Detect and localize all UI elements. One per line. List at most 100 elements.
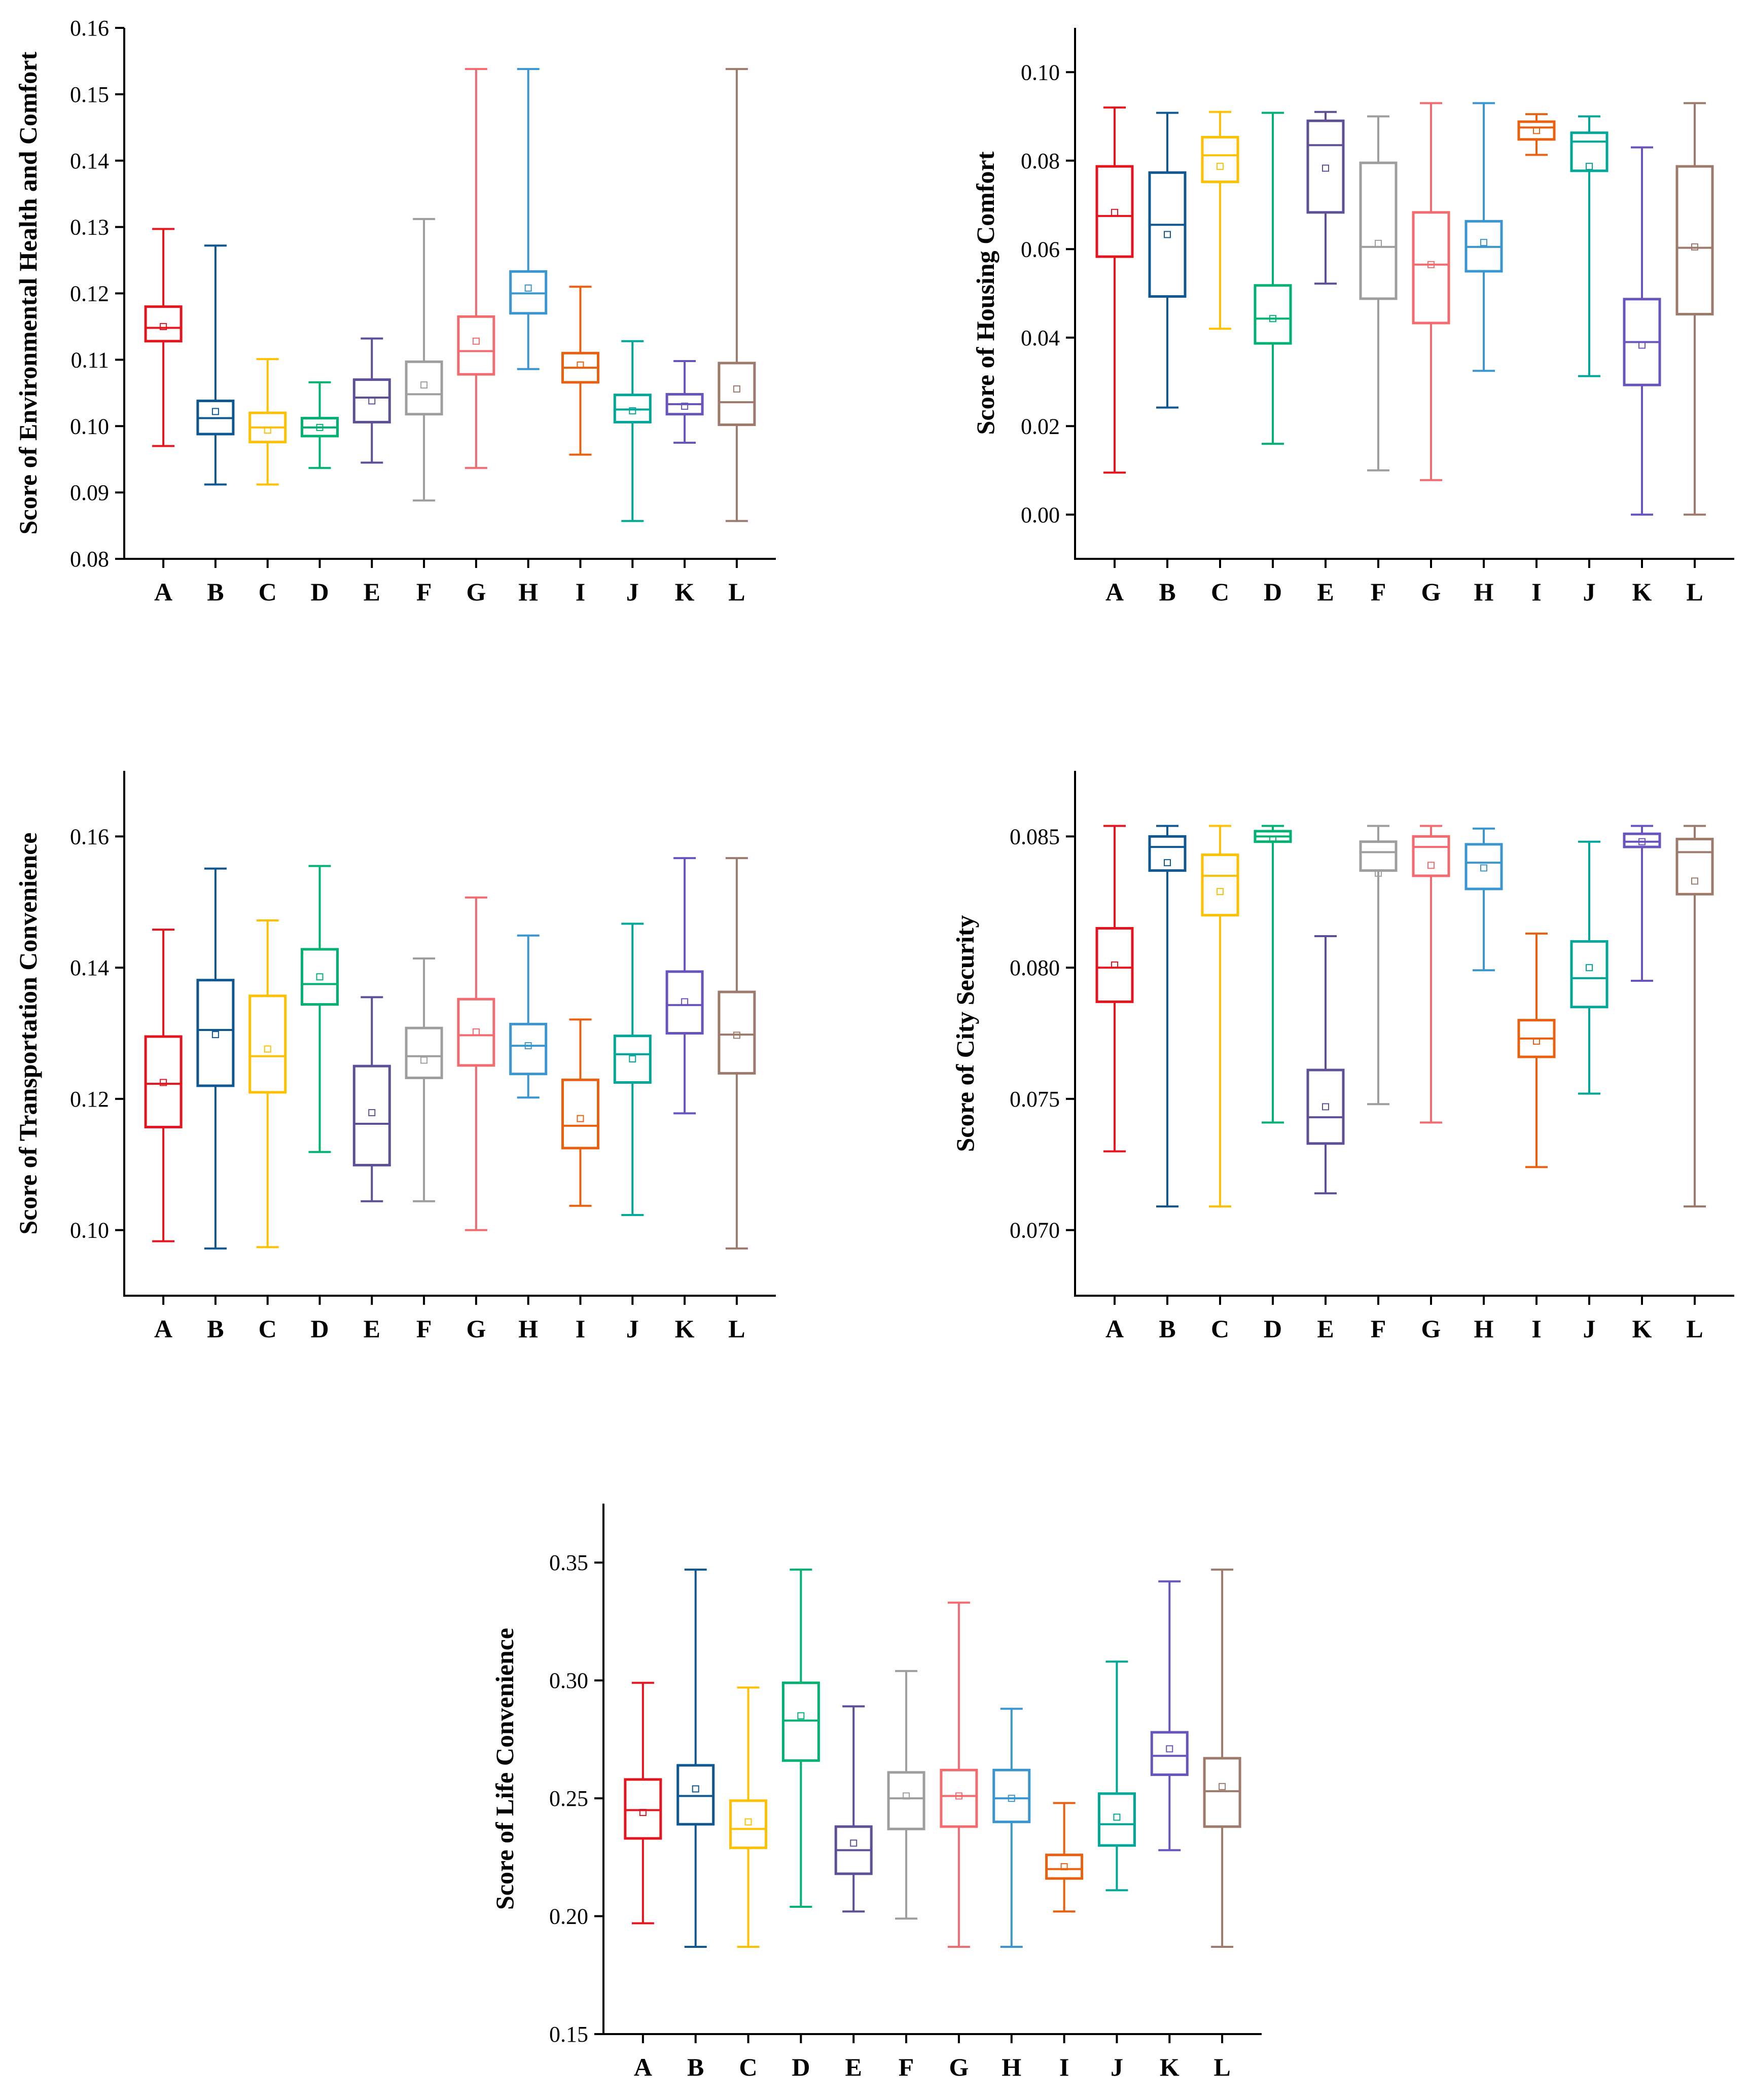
y-tick-label: 0.11: [71, 347, 109, 372]
y-axis-title: Score of Housing Comfort: [971, 151, 999, 435]
iqr-box: [1412, 211, 1450, 325]
box-G: [1412, 102, 1450, 481]
x-tick-label: E: [1317, 1314, 1334, 1343]
box-L: [1675, 102, 1714, 516]
y-tick-label: 0.16: [70, 824, 109, 849]
box-H: [992, 1707, 1031, 1948]
box-B: [196, 244, 235, 486]
iqr-box: [352, 378, 391, 423]
iqr-box: [1570, 940, 1609, 1009]
box-G: [457, 68, 495, 469]
mean-marker: [472, 337, 480, 345]
box-D: [301, 865, 339, 1153]
mean-marker: [1322, 1103, 1329, 1111]
x-tick-label: G: [949, 2053, 969, 2081]
x-tick-label: E: [845, 2053, 862, 2081]
iqr-box: [1148, 171, 1187, 298]
x-tick-label: L: [728, 578, 745, 606]
mean-marker: [1691, 877, 1698, 885]
mean-marker: [629, 407, 636, 415]
x-tick-label: I: [1531, 578, 1541, 606]
mean-marker: [1111, 208, 1118, 216]
mean-marker: [1586, 163, 1593, 170]
x-tick-label: C: [739, 2053, 758, 2081]
box-I: [561, 1018, 599, 1207]
box-H: [1464, 827, 1503, 972]
x-tick-label: J: [626, 1314, 639, 1343]
mean-marker: [1113, 1813, 1121, 1821]
iqr-box: [405, 1026, 443, 1079]
iqr-box: [144, 305, 183, 343]
iqr-box: [196, 979, 235, 1087]
mean-marker: [316, 973, 324, 981]
x-tick-label: F: [416, 578, 432, 606]
box-J: [1570, 840, 1609, 1095]
y-axis-title: Score of Life Convenience: [490, 1628, 519, 1910]
mean-marker: [903, 1792, 910, 1800]
x-tick-label: L: [728, 1314, 745, 1343]
mean-marker: [211, 408, 219, 415]
box-C: [1201, 111, 1239, 330]
mean-marker: [1638, 341, 1646, 349]
mean-marker: [368, 397, 376, 405]
mean-marker: [1217, 163, 1224, 170]
iqr-box: [1359, 840, 1398, 872]
x-tick-label: H: [1474, 1314, 1494, 1343]
box-E: [352, 996, 391, 1202]
x-tick-label: K: [1632, 1314, 1652, 1343]
mean-marker: [1111, 961, 1118, 969]
mean-marker: [692, 1785, 699, 1793]
box-G: [1412, 825, 1450, 1124]
box-L: [1203, 1569, 1241, 1948]
box-F: [1359, 115, 1398, 472]
y-tick-label: 0.20: [549, 1904, 588, 1929]
x-tick-label: A: [154, 578, 172, 606]
x-tick-label: E: [364, 578, 380, 606]
y-axis-title: Score of City Security: [951, 915, 979, 1152]
iqr-box: [1306, 119, 1345, 214]
iqr-box: [1097, 1792, 1136, 1847]
y-tick-label: 0.10: [1021, 60, 1060, 85]
iqr-box: [248, 994, 287, 1094]
x-tick-label: K: [675, 1314, 695, 1343]
box-E: [1306, 935, 1345, 1195]
chart-transportation-convenience: Score of Transportation Convenience 0.10…: [14, 771, 776, 1343]
iqr-box: [1045, 1854, 1084, 1880]
iqr-box: [992, 1768, 1031, 1824]
mean-marker: [1217, 888, 1224, 896]
mean-marker: [1166, 1745, 1173, 1753]
mean-marker: [1691, 243, 1698, 251]
x-tick-label: L: [1213, 2053, 1230, 2081]
box-L: [1675, 825, 1714, 1208]
x-tick-label: D: [310, 1314, 329, 1343]
box-K: [1623, 825, 1661, 982]
mean-marker: [1269, 315, 1276, 323]
mean-marker: [264, 1045, 271, 1053]
box-E: [834, 1705, 873, 1913]
mean-marker: [797, 1712, 805, 1720]
iqr-box: [1148, 835, 1187, 872]
x-tick-label: G: [466, 578, 486, 606]
x-tick-label: L: [1686, 1314, 1703, 1343]
iqr-box: [1306, 1069, 1345, 1145]
mean-marker: [733, 385, 740, 393]
mean-marker: [1060, 1863, 1068, 1870]
mean-marker: [1480, 239, 1487, 246]
x-tick-label: I: [576, 578, 585, 606]
iqr-box: [457, 315, 495, 376]
iqr-box: [624, 1778, 662, 1840]
x-tick-label: F: [899, 2053, 914, 2081]
mean-marker: [160, 1079, 167, 1086]
box-I: [1517, 932, 1556, 1168]
iqr-box: [1675, 838, 1714, 896]
mean-marker: [160, 323, 167, 330]
x-tick-label: G: [1421, 1314, 1441, 1343]
box-C: [1201, 825, 1239, 1208]
iqr-box: [301, 948, 339, 1006]
box-F: [405, 218, 443, 502]
mean-marker: [1164, 859, 1171, 867]
mean-marker: [1008, 1795, 1015, 1802]
box-K: [1623, 146, 1661, 516]
iqr-box: [729, 1799, 768, 1849]
x-tick-label: H: [518, 1314, 538, 1343]
